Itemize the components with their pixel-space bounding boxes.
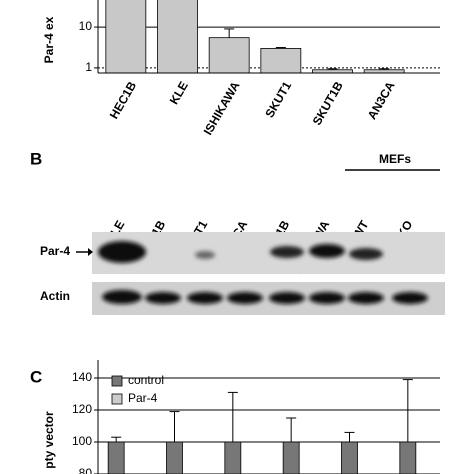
- legend-label: control: [128, 373, 164, 387]
- panel-label: B: [30, 149, 42, 168]
- bar: [166, 441, 183, 474]
- legend-swatch: [111, 375, 123, 387]
- blot-actin: [92, 282, 445, 315]
- bar: [260, 48, 302, 74]
- y-tick-label: 120: [72, 402, 92, 416]
- y-axis-label: Par-4 ex: [42, 16, 56, 63]
- panel-label: C: [30, 367, 42, 386]
- x-tick-label: SKUT1: [262, 79, 294, 120]
- blot-par4: [92, 232, 445, 274]
- row-label: Par-4: [40, 244, 70, 258]
- bar: [224, 441, 242, 474]
- y-tick-label: 140: [72, 370, 92, 384]
- x-tick-label: SKUT1B: [310, 79, 346, 128]
- y-axis-label: pty vector: [42, 411, 56, 469]
- y-tick-label: 10: [79, 19, 93, 33]
- chart-a: Par-4 ex 1 10 HEC1B KLE ISHIKAWA SKUT1 SKUT1B AN…: [42, 0, 440, 137]
- arrow-head: [88, 248, 93, 256]
- y-tick-label: 1: [85, 60, 92, 74]
- x-tick-label: ISHIKAWA: [201, 79, 243, 138]
- y-tick-label: 100: [72, 434, 92, 448]
- row-label: Actin: [40, 289, 70, 303]
- bar: [107, 441, 125, 474]
- bar: [157, 0, 198, 74]
- y-tick-label: 80: [79, 466, 93, 474]
- bar: [282, 441, 300, 474]
- group-label: MEFs: [379, 152, 411, 166]
- bar: [208, 37, 250, 74]
- legend-swatch: [111, 393, 123, 405]
- bar: [341, 441, 358, 474]
- x-tick-label: KLE: [167, 79, 191, 107]
- bar: [105, 0, 147, 74]
- x-tick-label: AN3CA: [365, 79, 398, 122]
- bands: [98, 241, 428, 304]
- x-tick-label: HEC1B: [107, 79, 140, 122]
- legend-label: Par-4: [128, 391, 158, 405]
- bar: [399, 441, 417, 474]
